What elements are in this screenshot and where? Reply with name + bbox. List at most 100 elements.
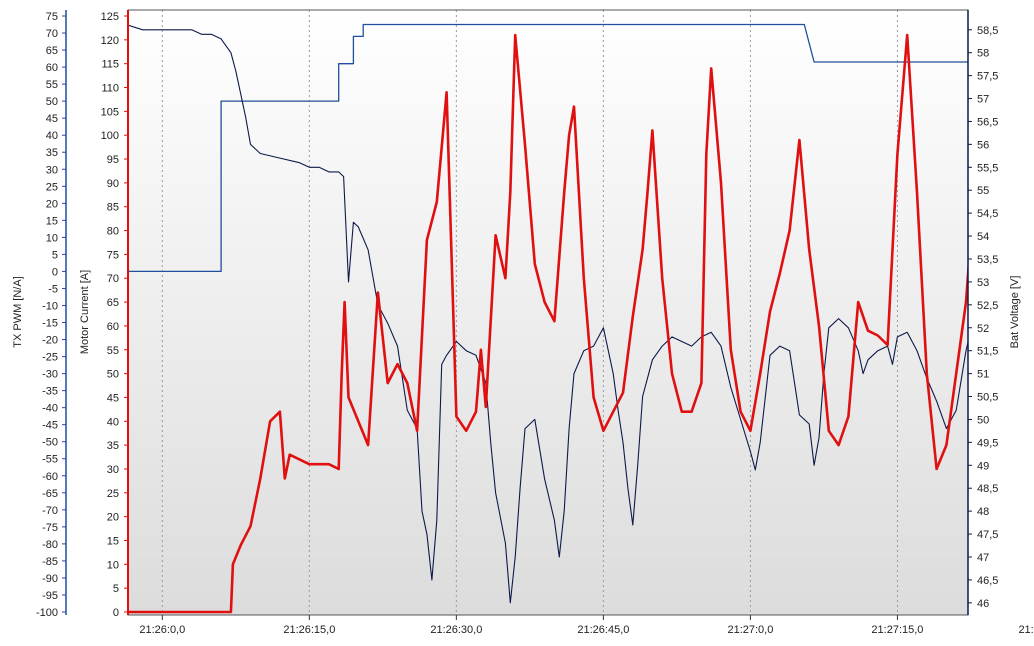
x-tick-label: 21:26:0,0: [139, 624, 185, 636]
voltage-tick-label: 53,5: [977, 254, 998, 266]
voltage-axis-title: Bat Voltage [V]: [1009, 276, 1021, 349]
voltage-series-line: [128, 24, 968, 604]
x-tick-label: 21:27:0,0: [727, 624, 773, 636]
pwm-tick-label: -20: [42, 335, 58, 347]
pwm-tick-label: -75: [42, 522, 58, 534]
current-tick-label: 95: [107, 154, 119, 166]
pwm-tick-label: 70: [46, 28, 58, 40]
current-tick-label: 45: [107, 392, 119, 404]
series-layer: [128, 23, 968, 614]
current-tick-label: 90: [107, 178, 119, 190]
voltage-tick-label: 46: [977, 598, 989, 610]
current-tick-label: 55: [107, 345, 119, 357]
pwm-tick-label: -40: [42, 403, 58, 415]
voltage-tick-label: 48,5: [977, 483, 998, 495]
pwm-tick-label: -35: [42, 386, 58, 398]
pwm-tick-label: 0: [52, 266, 58, 278]
voltage-tick-label: 56: [977, 139, 989, 151]
current-tick-label: 25: [107, 488, 119, 500]
voltage-tick-label: 56,5: [977, 116, 998, 128]
pwm-tick-label: -100: [36, 607, 58, 619]
current-tick-label: 120: [101, 35, 119, 47]
current-tick-label: 110: [101, 83, 119, 95]
current-tick-label: 15: [107, 535, 119, 547]
current-series-line: [128, 33, 968, 614]
current-tick-label: 5: [113, 583, 119, 595]
voltage-axis-ticks: 58,5 58 57,5 57 56,5 56 55,5 55 54,5 54 53,5 53 52,5…: [968, 25, 998, 610]
pwm-tick-label: -65: [42, 488, 58, 500]
voltage-tick-label: 49: [977, 460, 989, 472]
pwm-tick-label: 50: [46, 96, 58, 108]
voltage-tick-label: 46,5: [977, 575, 998, 587]
pwm-tick-label: 65: [46, 45, 58, 57]
current-tick-label: 35: [107, 440, 119, 452]
pwm-tick-label: 15: [46, 215, 58, 227]
current-axis-ticks: 1251201151101051009590858075706560555045…: [101, 11, 128, 619]
current-tick-label: 75: [107, 249, 119, 261]
x-tick-label: 21:27:30,0: [1018, 624, 1034, 636]
x-tick-label: 21:26:30,0: [430, 624, 482, 636]
pwm-tick-label: 40: [46, 130, 58, 142]
pwm-tick-label: 30: [46, 164, 58, 176]
vertical-gridlines: [161, 10, 898, 615]
pwm-tick-label: -10: [42, 300, 58, 312]
voltage-tick-label: 49,5: [977, 437, 998, 449]
voltage-tick-label: 55,5: [977, 162, 998, 174]
current-tick-label: 0: [113, 607, 119, 619]
current-tick-label: 65: [107, 297, 119, 309]
voltage-tick-label: 47,5: [977, 529, 998, 541]
current-tick-label: 105: [101, 106, 119, 118]
voltage-tick-label: 55: [977, 185, 989, 197]
pwm-tick-label: -50: [42, 437, 58, 449]
x-axis-ticks: 21:26:0,0 21:26:15,0 21:26:30,0 21:26:45,0 2…: [139, 615, 1034, 636]
current-tick-label: 20: [107, 512, 119, 524]
voltage-tick-label: 57: [977, 94, 989, 106]
pwm-tick-label: 60: [46, 62, 58, 74]
voltage-tick-label: 50,5: [977, 392, 998, 404]
x-tick-label: 21:26:45,0: [577, 624, 629, 636]
current-tick-label: 100: [101, 130, 119, 142]
pwm-tick-label: -5: [48, 283, 58, 295]
voltage-tick-label: 51: [977, 369, 989, 381]
current-axis-title: Motor Current [A]: [79, 270, 91, 354]
pwm-series-line: [128, 23, 968, 273]
voltage-tick-label: 52: [977, 323, 989, 335]
current-tick-label: 70: [107, 273, 119, 285]
pwm-tick-label: -15: [42, 318, 58, 330]
pwm-tick-label: -70: [42, 505, 58, 517]
current-tick-label: 50: [107, 369, 119, 381]
pwm-tick-label: -45: [42, 420, 58, 432]
current-tick-label: 125: [101, 11, 119, 23]
pwm-tick-label: -85: [42, 556, 58, 568]
current-tick-label: 10: [107, 559, 119, 571]
pwm-tick-label: 10: [46, 232, 58, 244]
voltage-tick-label: 58,5: [977, 25, 998, 37]
pwm-tick-label: 75: [46, 11, 58, 23]
pwm-tick-label: -90: [42, 573, 58, 585]
x-tick-label: 21:26:15,0: [283, 624, 335, 636]
voltage-tick-label: 52,5: [977, 300, 998, 312]
current-tick-label: 80: [107, 226, 119, 238]
pwm-tick-label: 5: [52, 249, 58, 261]
current-tick-label: 85: [107, 202, 119, 214]
pwm-tick-label: -60: [42, 471, 58, 483]
x-tick-label: 21:27:15,0: [871, 624, 923, 636]
pwm-tick-label: 45: [46, 113, 58, 125]
voltage-tick-label: 54,5: [977, 208, 998, 220]
pwm-tick-label: 25: [46, 181, 58, 193]
voltage-tick-label: 58: [977, 48, 989, 60]
voltage-tick-label: 53: [977, 277, 989, 289]
voltage-tick-label: 48: [977, 506, 989, 518]
pwm-tick-label: 20: [46, 198, 58, 210]
current-tick-label: 30: [107, 464, 119, 476]
voltage-tick-label: 51,5: [977, 346, 998, 358]
current-tick-label: 40: [107, 416, 119, 428]
current-tick-label: 60: [107, 321, 119, 333]
pwm-tick-label: 35: [46, 147, 58, 159]
voltage-tick-label: 47: [977, 552, 989, 564]
pwm-axis-ticks: 757065605550454035302520151050-5-10-15-2…: [36, 11, 66, 619]
current-tick-label: 115: [101, 59, 119, 71]
voltage-tick-label: 57,5: [977, 71, 998, 83]
pwm-axis-title: TX PWM [N/A]: [12, 276, 24, 348]
